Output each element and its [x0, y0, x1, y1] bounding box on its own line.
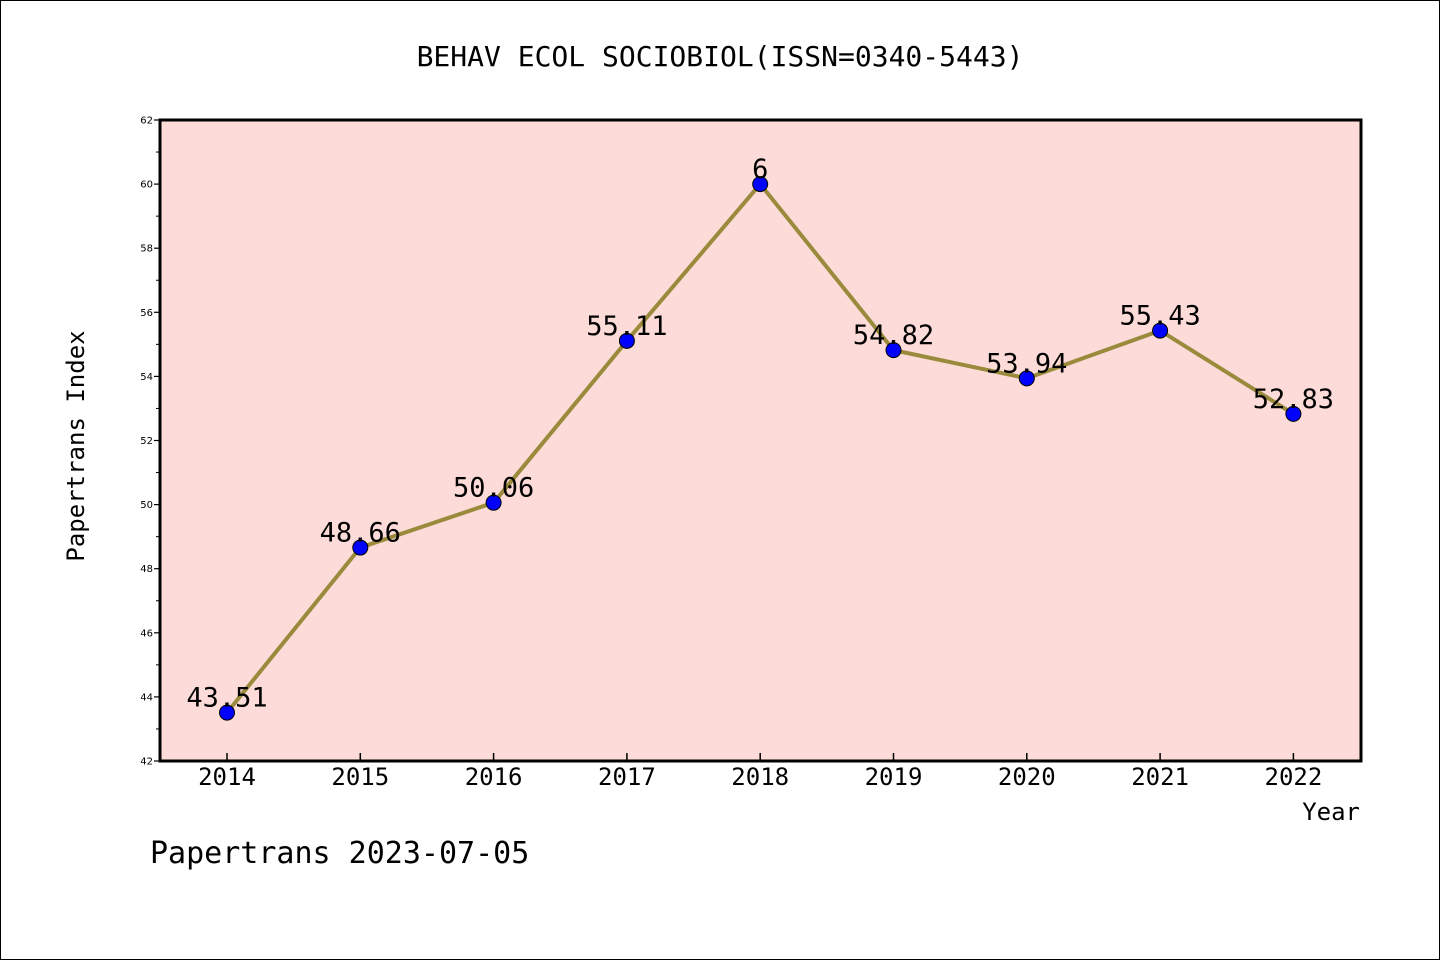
y-tick-label: 46 — [140, 628, 153, 639]
series-papertrans-index — [219, 176, 1302, 721]
footer-text: Papertrans 2023-07-05 — [150, 836, 529, 871]
data-point — [219, 704, 235, 721]
x-tick-label: 2019 — [865, 763, 923, 791]
data-point — [1285, 405, 1302, 422]
y-tick-label: 42 — [140, 757, 153, 768]
y-tick-label: 44 — [140, 692, 153, 703]
data-label: 48.66 — [320, 518, 401, 549]
data-labels: 43.51 48.66 50.06 55.11 6 54.82 53.94 55.43 52.8… — [186, 154, 1334, 714]
x-tick-label: 2022 — [1265, 763, 1323, 791]
data-point — [485, 494, 502, 511]
data-point — [352, 539, 369, 556]
y-tick-label: 60 — [140, 180, 153, 191]
y-axis: 42 44 46 48 50 52 54 56 58 60 62 — [140, 116, 160, 768]
data-label: 6 — [752, 154, 768, 185]
data-label: 54.82 — [853, 320, 934, 351]
y-tick-label: 58 — [140, 244, 153, 255]
data-point — [1152, 322, 1169, 339]
chart-title: BEHAV ECOL SOCIOBIOL(ISSN=0340-5443) — [417, 40, 1024, 73]
y-axis-label: Papertrans Index — [62, 330, 90, 561]
data-label: 55.11 — [586, 311, 667, 342]
y-tick-label: 56 — [140, 308, 153, 319]
x-tick-label: 2014 — [198, 763, 256, 791]
x-tick-label: 2021 — [1131, 763, 1189, 791]
data-label: 43.51 — [186, 683, 267, 714]
data-point — [885, 342, 902, 359]
y-tick-label: 62 — [140, 116, 153, 127]
x-tick-label: 2017 — [598, 763, 656, 791]
plot-area — [160, 120, 1361, 761]
x-tick-label: 2020 — [998, 763, 1056, 791]
y-tick-label: 52 — [140, 436, 153, 447]
x-tick-label: 2018 — [731, 763, 789, 791]
data-label: 55.43 — [1119, 301, 1200, 332]
data-label: 50.06 — [453, 473, 534, 504]
y-tick-label: 54 — [140, 372, 153, 383]
y-tick-label: 48 — [140, 564, 153, 575]
x-axis: 2014 2015 2016 2017 2018 2019 2020 2021 2022 — [198, 753, 1322, 791]
x-axis-label: Year — [1302, 798, 1360, 826]
x-tick-label: 2015 — [331, 763, 389, 791]
y-tick-label: 50 — [140, 500, 153, 511]
data-label: 52.83 — [1253, 384, 1334, 415]
data-point — [1018, 370, 1035, 387]
data-point — [618, 332, 635, 349]
data-label: 53.94 — [986, 348, 1067, 379]
x-tick-label: 2016 — [465, 763, 523, 791]
plot-border — [158, 118, 1363, 763]
data-point — [752, 176, 769, 193]
